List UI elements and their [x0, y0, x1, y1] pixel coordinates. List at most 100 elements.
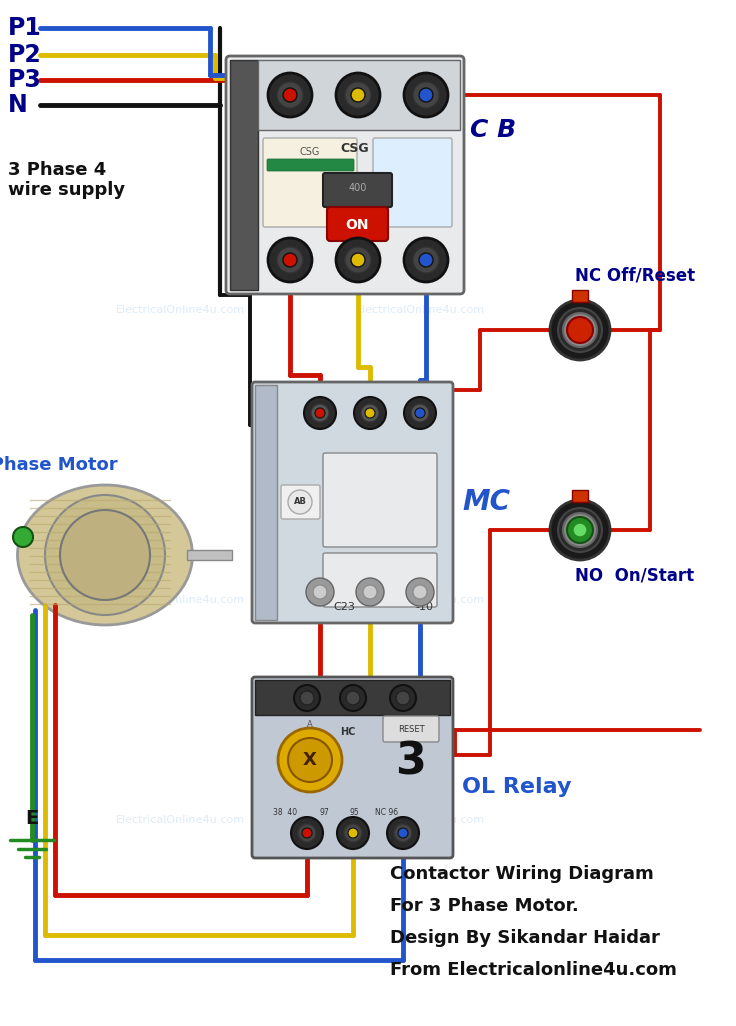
Bar	[255, 385, 277, 620]
Circle shape	[348, 828, 358, 838]
Circle shape	[567, 317, 593, 343]
Circle shape	[313, 585, 327, 599]
FancyBboxPatch shape	[373, 139, 452, 227]
Bar	[187, 550, 232, 560]
Circle shape	[406, 578, 434, 606]
Circle shape	[573, 523, 587, 537]
Text: A: A	[307, 720, 313, 729]
Circle shape	[394, 824, 412, 842]
Circle shape	[361, 404, 379, 422]
Circle shape	[558, 308, 602, 352]
Circle shape	[390, 685, 416, 711]
Circle shape	[365, 408, 375, 418]
FancyBboxPatch shape	[226, 56, 464, 294]
Text: RESET: RESET	[397, 725, 425, 735]
Circle shape	[45, 495, 165, 615]
Text: X: X	[303, 751, 317, 770]
Circle shape	[356, 578, 384, 606]
Circle shape	[550, 500, 610, 560]
Circle shape	[13, 527, 33, 547]
Circle shape	[563, 313, 597, 347]
Circle shape	[550, 300, 610, 360]
Circle shape	[351, 253, 365, 267]
Circle shape	[294, 685, 320, 711]
Text: ElectricalOnline4u.com: ElectricalOnline4u.com	[355, 595, 484, 605]
Circle shape	[558, 508, 602, 552]
Text: OL Relay: OL Relay	[462, 777, 571, 797]
Text: AB: AB	[294, 498, 306, 507]
Circle shape	[344, 824, 362, 842]
FancyBboxPatch shape	[323, 553, 437, 607]
Text: N: N	[8, 93, 28, 117]
FancyBboxPatch shape	[281, 485, 320, 519]
Text: ElectricalOnline4u.com: ElectricalOnline4u.com	[355, 815, 484, 825]
Text: NC 96: NC 96	[375, 808, 398, 817]
Text: Design By Sikandar Haidar: Design By Sikandar Haidar	[390, 929, 660, 947]
Text: P2: P2	[8, 43, 42, 67]
Circle shape	[340, 685, 366, 711]
Circle shape	[304, 397, 336, 429]
Circle shape	[277, 82, 303, 108]
Circle shape	[288, 490, 312, 514]
Ellipse shape	[18, 485, 193, 625]
Bar	[230, 60, 258, 290]
Circle shape	[419, 88, 433, 102]
Circle shape	[404, 238, 448, 282]
Text: NO  On/Start: NO On/Start	[575, 566, 694, 584]
Bar	[255, 680, 450, 715]
Circle shape	[300, 690, 314, 705]
FancyBboxPatch shape	[327, 207, 388, 241]
Text: 3: 3	[394, 741, 425, 784]
Circle shape	[363, 585, 377, 599]
Text: Contactor Wiring Diagram: Contactor Wiring Diagram	[390, 865, 654, 883]
FancyBboxPatch shape	[252, 382, 453, 623]
Text: 95: 95	[350, 808, 360, 817]
FancyBboxPatch shape	[323, 173, 392, 207]
Circle shape	[268, 73, 312, 117]
Circle shape	[337, 817, 369, 849]
Circle shape	[336, 238, 380, 282]
Text: ElectricalOnline4u.com: ElectricalOnline4u.com	[116, 305, 244, 315]
Text: CSG: CSG	[300, 147, 320, 157]
Text: For 3 Phase Motor.: For 3 Phase Motor.	[390, 897, 578, 915]
Text: 400: 400	[349, 183, 367, 193]
FancyBboxPatch shape	[323, 453, 437, 547]
Circle shape	[396, 690, 410, 705]
Circle shape	[306, 578, 334, 606]
Circle shape	[567, 517, 593, 543]
Circle shape	[336, 73, 380, 117]
Circle shape	[404, 73, 448, 117]
Circle shape	[302, 828, 312, 838]
Text: ElectricalOnline4u.com: ElectricalOnline4u.com	[116, 815, 244, 825]
Circle shape	[413, 82, 439, 108]
Circle shape	[268, 238, 312, 282]
Text: HC: HC	[340, 727, 355, 737]
Circle shape	[563, 513, 597, 547]
Text: MC: MC	[462, 488, 510, 516]
Text: C23: C23	[333, 602, 355, 611]
Text: E: E	[25, 808, 38, 828]
Circle shape	[345, 82, 371, 108]
FancyBboxPatch shape	[263, 139, 357, 227]
Text: From Electricalonline4u.com: From Electricalonline4u.com	[390, 961, 677, 979]
Circle shape	[415, 408, 425, 418]
FancyBboxPatch shape	[383, 716, 439, 742]
Text: 38  40: 38 40	[273, 808, 297, 817]
Circle shape	[411, 404, 429, 422]
Circle shape	[413, 585, 427, 599]
Bar	[572, 290, 588, 302]
Circle shape	[398, 828, 408, 838]
Circle shape	[387, 817, 419, 849]
Circle shape	[291, 817, 323, 849]
Circle shape	[315, 408, 325, 418]
Text: P3: P3	[8, 68, 42, 92]
Bar	[258, 60, 460, 130]
Circle shape	[288, 738, 332, 782]
Text: 3 Phase Motor: 3 Phase Motor	[0, 456, 118, 474]
Circle shape	[277, 247, 303, 273]
Text: C B: C B	[470, 118, 516, 142]
Circle shape	[354, 397, 386, 429]
Circle shape	[60, 510, 150, 600]
Circle shape	[278, 728, 342, 792]
Circle shape	[404, 397, 436, 429]
